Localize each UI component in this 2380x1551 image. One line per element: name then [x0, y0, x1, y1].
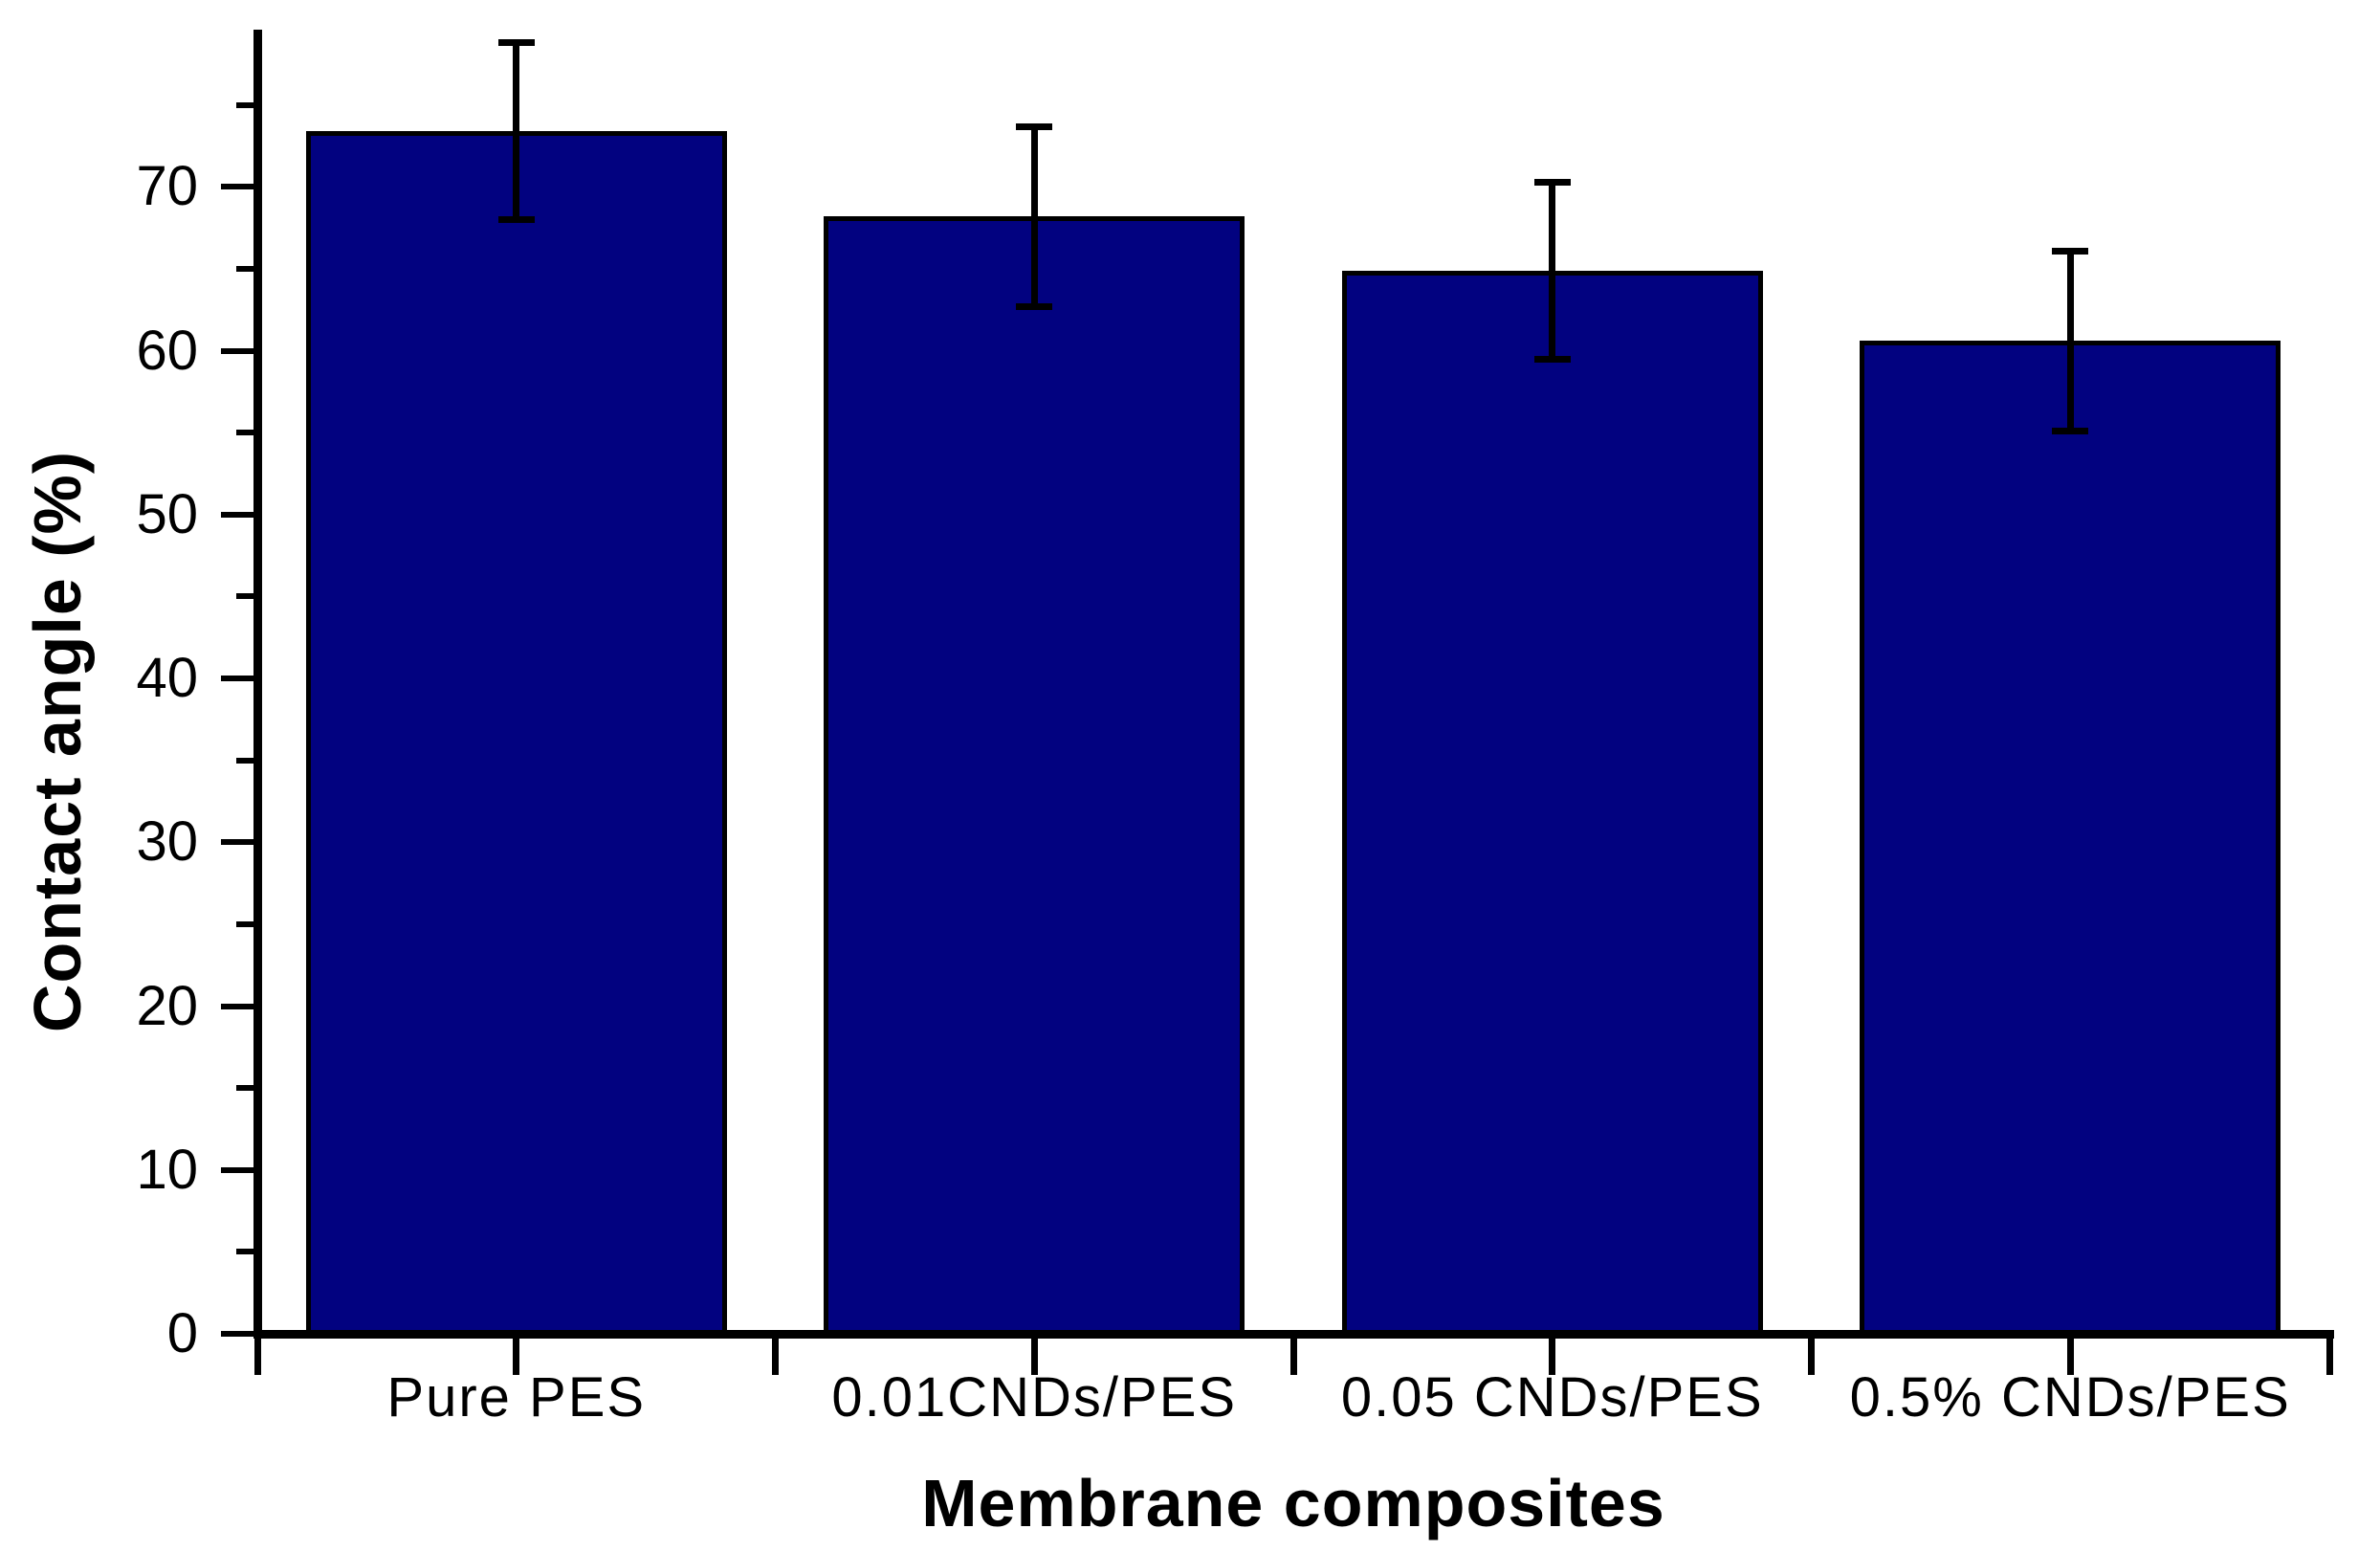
y-major-tick-40 — [221, 676, 257, 682]
x-boundary-tick-2 — [1289, 1338, 1297, 1375]
y-minor-tick-45 — [236, 593, 257, 600]
y-axis-line — [253, 30, 262, 1339]
y-minor-tick-25 — [236, 920, 257, 927]
x-center-tick-2 — [1030, 1338, 1038, 1375]
error-bar-2 — [1030, 126, 1038, 307]
y-major-tick-60 — [221, 347, 257, 354]
x-axis-title: Membrane composites — [921, 1466, 1665, 1540]
x-center-tick-1 — [513, 1338, 520, 1375]
y-minor-tick-75 — [236, 101, 257, 108]
x-boundary-tick-3 — [1808, 1338, 1815, 1375]
error-bar-4 — [2066, 251, 2074, 432]
x-axis-line — [253, 1329, 2334, 1339]
y-tick-label-50: 50 — [136, 482, 198, 545]
bar-3 — [1341, 270, 1763, 1339]
y-major-tick-10 — [221, 1166, 257, 1173]
bar-2 — [824, 216, 1245, 1339]
y-tick-label-30: 30 — [136, 810, 198, 874]
bar-1 — [305, 131, 727, 1339]
y-major-tick-50 — [221, 511, 257, 518]
y-tick-label-60: 60 — [136, 319, 198, 382]
y-tick-label-20: 20 — [136, 974, 198, 1037]
error-bar-1 — [513, 42, 520, 220]
error-bar-bottom-cap-4 — [2052, 428, 2089, 435]
category-label-4: 0.5% CNDs/PES — [1849, 1366, 2291, 1429]
x-boundary-tick-1 — [772, 1338, 779, 1375]
y-tick-label-0: 0 — [166, 1302, 198, 1364]
error-bar-top-cap-4 — [2052, 247, 2089, 255]
y-minor-tick-15 — [236, 1085, 257, 1092]
y-tick-label-70: 70 — [136, 155, 198, 218]
error-bar-top-cap-3 — [1533, 178, 1571, 186]
category-label-2: 0.01CNDs/PES — [831, 1366, 1238, 1429]
error-bar-top-cap-1 — [497, 39, 535, 47]
x-boundary-tick-4 — [2325, 1338, 2333, 1375]
y-minor-tick-35 — [236, 757, 257, 764]
y-major-tick-30 — [221, 839, 257, 846]
error-bar-bottom-cap-2 — [1016, 302, 1053, 310]
y-minor-tick-55 — [236, 430, 257, 436]
error-bar-bottom-cap-1 — [497, 216, 535, 224]
x-center-tick-3 — [1549, 1338, 1556, 1375]
error-bar-bottom-cap-3 — [1533, 355, 1571, 363]
y-tick-label-10: 10 — [136, 1138, 198, 1201]
y-minor-tick-5 — [236, 1249, 257, 1255]
category-label-3: 0.05 CNDs/PES — [1340, 1366, 1764, 1429]
x-center-tick-4 — [2066, 1338, 2074, 1375]
category-label-1: Pure PES — [386, 1366, 647, 1429]
y-major-tick-70 — [221, 184, 257, 190]
y-major-tick-0 — [221, 1331, 257, 1337]
x-boundary-tick-0 — [253, 1338, 261, 1375]
bar-4 — [1860, 341, 2281, 1339]
error-bar-3 — [1549, 182, 1556, 360]
error-bar-top-cap-2 — [1016, 122, 1053, 130]
y-tick-label-40: 40 — [136, 647, 198, 710]
y-minor-tick-65 — [236, 265, 257, 272]
y-major-tick-20 — [221, 1003, 257, 1009]
